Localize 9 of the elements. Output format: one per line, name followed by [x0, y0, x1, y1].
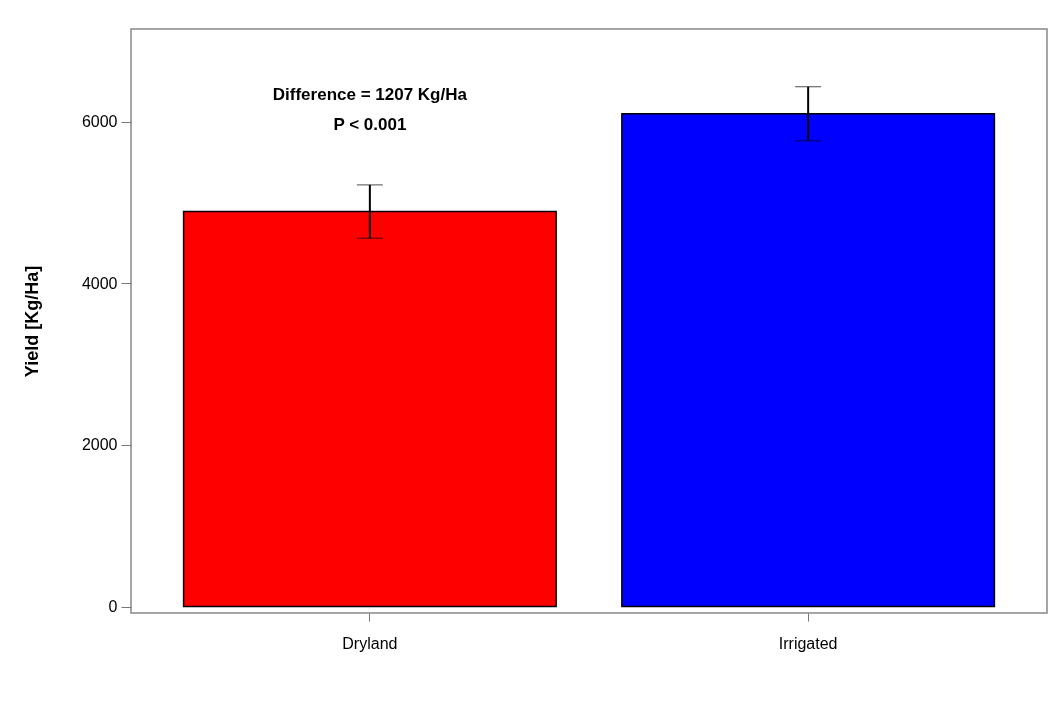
annotation: Difference = 1207 Kg/Ha [272, 85, 468, 104]
annotation: P < 0.001 [333, 115, 407, 134]
y-tick-label: 6000 [81, 113, 118, 131]
y-tick-label: 2000 [81, 436, 118, 454]
x-tick-label: Dryland [342, 634, 398, 652]
y-tick-label: 4000 [81, 274, 118, 292]
y-tick-label: 0 [108, 598, 118, 616]
x-tick-label: Irrigated [778, 634, 838, 652]
y-axis-title: Yield [Kg/Ha] [21, 265, 42, 378]
